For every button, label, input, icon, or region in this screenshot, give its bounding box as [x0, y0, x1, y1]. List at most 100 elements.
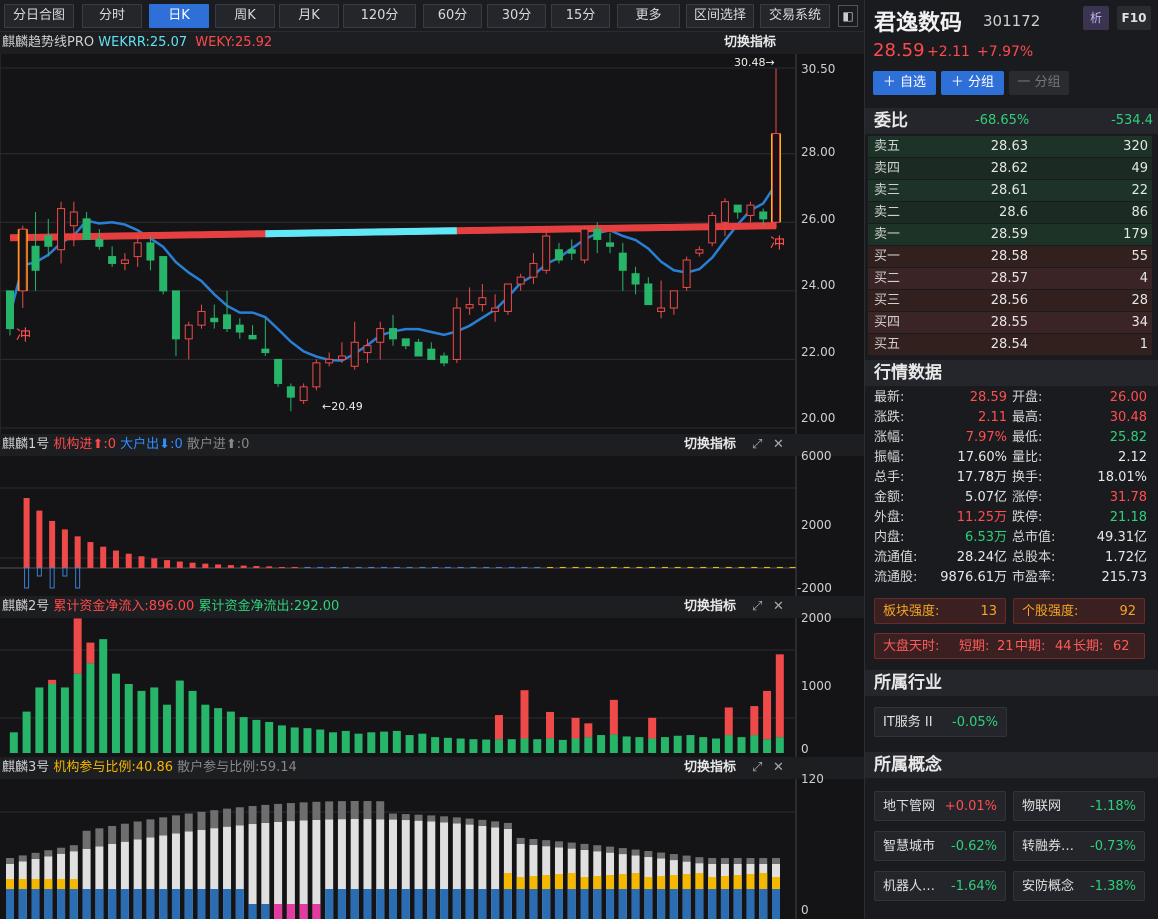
- ask-row[interactable]: 卖五 28.63 320: [868, 136, 1152, 157]
- ind3-yellow-bar: [657, 876, 666, 889]
- analyze-button[interactable]: 析: [1083, 6, 1109, 30]
- ind1-bar: [381, 566, 388, 568]
- ind3-gray-bar: [631, 849, 640, 856]
- concept-tag[interactable]: 安防概念 -1.38%: [1013, 871, 1145, 901]
- ind3-gray-bar: [223, 808, 232, 827]
- quote-value: 215.73: [1101, 570, 1148, 585]
- collapse-panel-icon[interactable]: ◧: [838, 5, 858, 27]
- tab-intraday[interactable]: 分时: [82, 4, 142, 28]
- ind3-gray-bar: [248, 806, 257, 825]
- ind3-inst-bar: [44, 889, 53, 919]
- add-watchlist-button[interactable]: ＋ 自选: [873, 71, 936, 95]
- ind2-green-bar: [35, 687, 44, 753]
- candle-body: [452, 307, 461, 360]
- industry-tag[interactable]: IT服务 II -0.05%: [874, 707, 1007, 737]
- ind1-y-tick: 2000: [801, 518, 832, 532]
- ind1-bar: [444, 566, 451, 568]
- ind1-bar: [215, 564, 222, 568]
- ind3-gray-bar: [299, 802, 308, 821]
- expand-icon[interactable]: ⤢: [752, 599, 763, 614]
- ask-row[interactable]: 卖四 28.62 49: [868, 158, 1152, 179]
- concept-tag[interactable]: 转融券… -0.73%: [1013, 831, 1145, 861]
- tab-daily-k[interactable]: 日K: [149, 4, 209, 28]
- concept-tag[interactable]: 机器人… -1.64%: [874, 871, 1006, 901]
- expand-icon[interactable]: ⤢: [752, 437, 763, 452]
- ind1-bar: [176, 561, 183, 568]
- bid-row[interactable]: 买五 28.54 1: [868, 334, 1152, 355]
- add-group-button[interactable]: ＋ 分组: [941, 71, 1004, 95]
- tab-120min[interactable]: 120分: [343, 4, 416, 28]
- ind2-green-bar: [188, 690, 197, 753]
- f10-button[interactable]: F10: [1117, 6, 1151, 30]
- main-switch-indicator-button[interactable]: 切换指标: [724, 35, 777, 50]
- remove-group-button[interactable]: 一 分组: [1009, 71, 1069, 95]
- tab-combined-intraday[interactable]: 分日合图: [4, 4, 74, 28]
- range-select-button[interactable]: 区间选择: [686, 4, 754, 28]
- candle-body: [631, 273, 640, 285]
- ask-row[interactable]: 卖三 28.61 22: [868, 180, 1152, 201]
- ind2-green-bar: [456, 738, 465, 753]
- tab-weekly-k[interactable]: 周K: [215, 4, 275, 28]
- stock-price: 28.59: [873, 40, 925, 61]
- ind3-gray-bar: [184, 813, 193, 832]
- ind1-bar: [700, 566, 707, 568]
- candlestick-chart[interactable]: [0, 54, 864, 434]
- ind3-inst-ratio: 机构参与比例:40.86: [53, 760, 174, 775]
- mid-term-value: 44: [1055, 639, 1072, 654]
- ask-row[interactable]: 卖一 28.59 179: [868, 224, 1152, 245]
- ind3-gray-bar: [669, 854, 678, 861]
- tab-60min[interactable]: 60分: [423, 4, 482, 28]
- close-icon[interactable]: ✕: [773, 599, 784, 614]
- quote-label: 流通值:: [874, 550, 918, 565]
- ind2-green-bar: [763, 739, 772, 753]
- concept-tag[interactable]: 物联网 -1.18%: [1013, 791, 1145, 821]
- expand-icon[interactable]: ⤢: [752, 760, 763, 775]
- concept-tag[interactable]: 地下管网 +0.01%: [874, 791, 1006, 821]
- bid-row[interactable]: 买四 28.55 34: [868, 312, 1152, 333]
- close-icon[interactable]: ✕: [773, 760, 784, 775]
- ind3-gray-bar: [427, 815, 436, 822]
- ind3-retail-bar: [146, 837, 155, 919]
- ind3-yellow-bar: [554, 874, 563, 889]
- ind3-y-tick: 0: [801, 903, 809, 917]
- ind2-switch-indicator-button[interactable]: 切换指标: [684, 599, 737, 614]
- bid-row[interactable]: 买一 28.58 55: [868, 246, 1152, 267]
- ask-row[interactable]: 卖二 28.6 86: [868, 202, 1152, 223]
- tab-15min[interactable]: 15分: [551, 4, 610, 28]
- candle-body: [108, 256, 117, 264]
- ind3-yellow-bar: [542, 875, 551, 889]
- concept-name: 机器人…: [883, 879, 936, 894]
- tab-30min[interactable]: 30分: [487, 4, 546, 28]
- ind3-yellow-bar: [503, 873, 512, 889]
- ind3-switch-indicator-button[interactable]: 切换指标: [684, 760, 737, 775]
- ind1-bar: [329, 566, 336, 568]
- close-icon[interactable]: ✕: [773, 437, 784, 452]
- tab-monthly-k[interactable]: 月K: [279, 4, 339, 28]
- ind3-gray-bar: [606, 846, 615, 853]
- concept-tag[interactable]: 智慧城市 -0.62%: [874, 831, 1006, 861]
- more-button[interactable]: 更多: [617, 4, 680, 28]
- ind1-switch-indicator-button[interactable]: 切换指标: [684, 437, 737, 452]
- ind1-bar: [470, 566, 477, 568]
- ind3-inst-bar: [644, 889, 653, 919]
- trading-system-button[interactable]: 交易系统: [760, 4, 830, 28]
- ind1-bar: [636, 566, 643, 568]
- stock-code: 301172: [983, 12, 1041, 30]
- ind3-retail-bar: [286, 821, 295, 919]
- quote-label: 涨幅:: [874, 430, 905, 445]
- quote-value: 21.18: [1109, 510, 1147, 525]
- stock-strength-label: 个股强度:: [1022, 604, 1079, 619]
- ind2-green-bar: [622, 736, 631, 753]
- ind3-inst-bar: [580, 889, 589, 919]
- ind1-bar: [712, 566, 719, 568]
- bid-row[interactable]: 买二 28.57 4: [868, 268, 1152, 289]
- quote-value: 6.53万: [965, 530, 1007, 545]
- ind3-gray-bar: [325, 801, 334, 820]
- ind3-retail-bar: [325, 819, 334, 919]
- bid-row[interactable]: 买三 28.56 28: [868, 290, 1152, 311]
- industry-header: 所属行业: [865, 670, 1158, 696]
- ind3-yellow-bar: [6, 879, 14, 889]
- ind2-green-bar: [22, 711, 31, 753]
- ind1-neg-bar: [36, 567, 42, 577]
- weky-value: WEKY:25.92: [195, 35, 273, 50]
